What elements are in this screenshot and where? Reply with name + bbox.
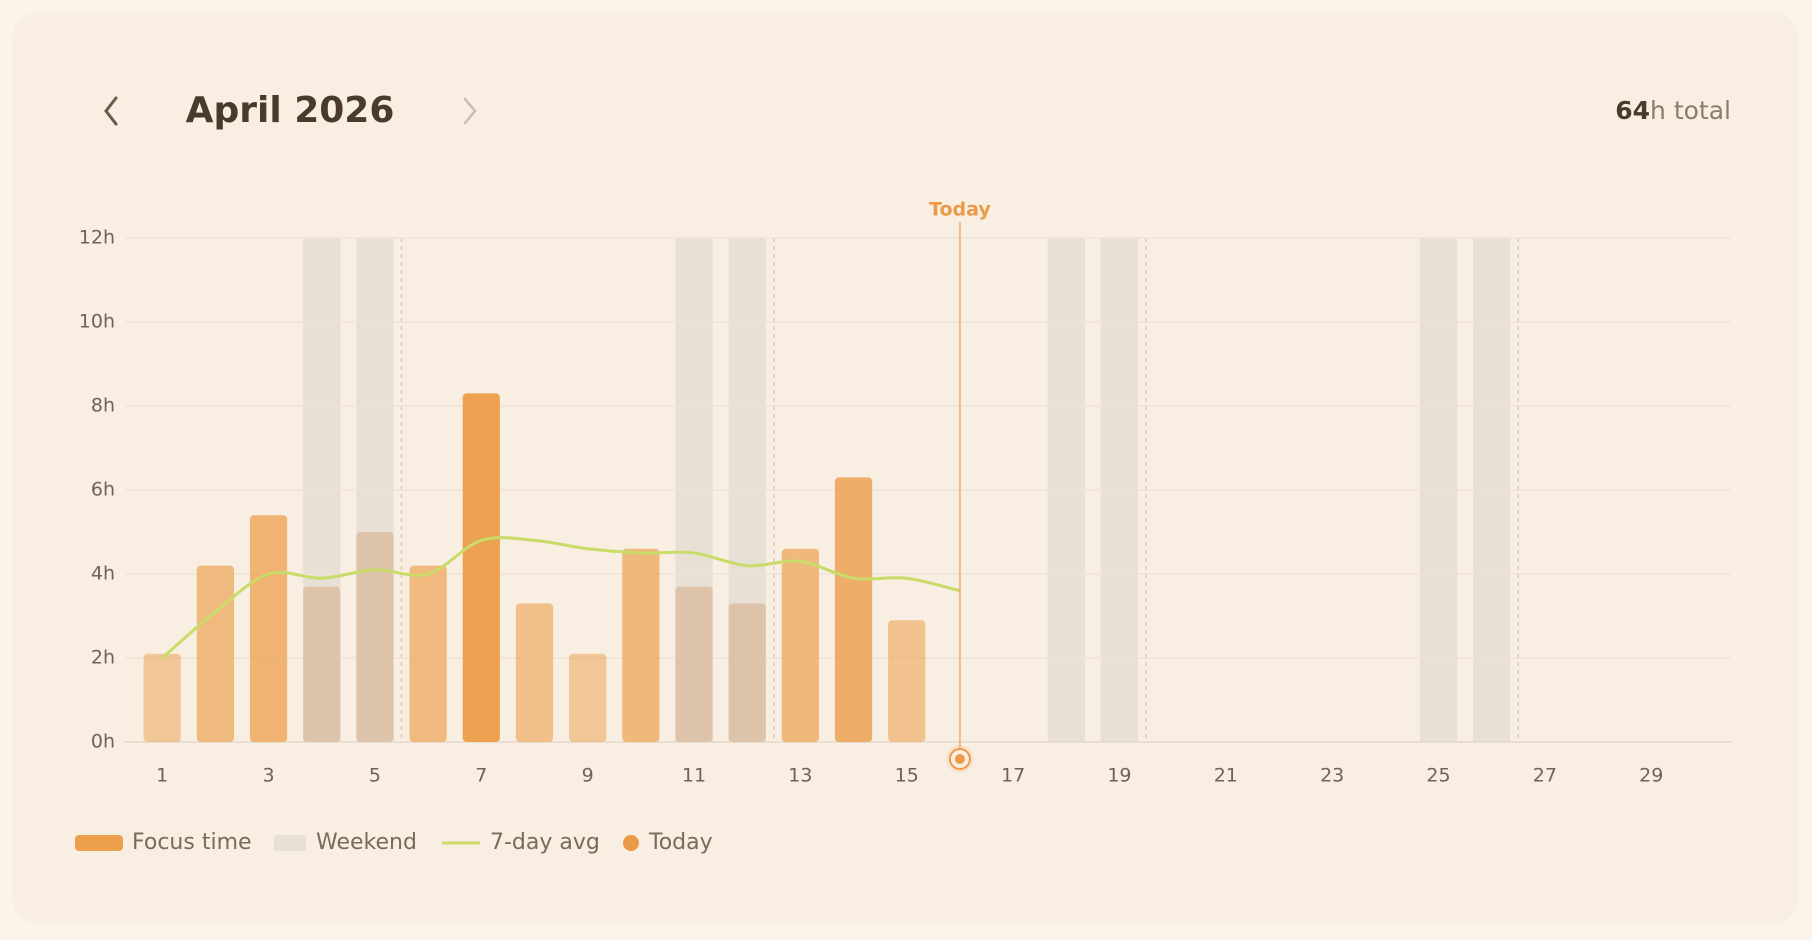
y-tick-label: 2h — [91, 647, 115, 669]
x-tick-label: 21 — [1214, 765, 1238, 787]
legend-swatch — [623, 835, 639, 851]
x-tick-label: 3 — [263, 765, 275, 787]
y-tick-label: 12h — [79, 227, 115, 249]
y-tick-label: 4h — [91, 563, 115, 585]
bar — [356, 532, 394, 742]
x-tick-label: 11 — [682, 765, 706, 787]
bar — [781, 548, 819, 742]
y-tick-label: 8h — [91, 395, 115, 417]
legend-swatch — [75, 835, 123, 851]
y-tick-label: 10h — [79, 311, 115, 333]
y-tick-label: 0h — [91, 731, 115, 753]
prev-month[interactable] — [104, 96, 118, 126]
x-tick-label: 1 — [156, 765, 168, 787]
next-month[interactable] — [463, 97, 477, 125]
total: 64h total — [1615, 96, 1731, 125]
month-title: April 2026 — [186, 90, 395, 131]
total-unit: h total — [1650, 96, 1731, 125]
bar — [303, 586, 341, 742]
legend-label: 7-day avg — [490, 830, 600, 855]
bar — [622, 548, 660, 742]
avg-line — [161, 536, 961, 660]
x-tick-label: 27 — [1533, 765, 1557, 787]
bar — [888, 620, 926, 742]
x-tick-label: 25 — [1426, 765, 1450, 787]
x-tick-label: 29 — [1639, 765, 1663, 787]
bar — [143, 653, 181, 742]
bar — [462, 393, 500, 742]
legend-swatch — [274, 835, 306, 851]
x-tick-label: 9 — [582, 765, 594, 787]
today-label: Today — [929, 199, 991, 221]
x-tick-label: 5 — [369, 765, 381, 787]
x-tick-label: 15 — [895, 765, 919, 787]
x-tick-label: 7 — [475, 765, 487, 787]
bar — [675, 586, 713, 742]
x-tick-label: 19 — [1107, 765, 1131, 787]
x-tick-label: 17 — [1001, 765, 1025, 787]
bar — [728, 603, 766, 742]
bar — [515, 603, 554, 742]
bar — [834, 477, 873, 742]
legend-label: Focus time — [132, 830, 252, 855]
bar — [196, 565, 235, 742]
card — [12, 12, 1798, 924]
bar — [569, 653, 607, 742]
x-tick-label: 13 — [788, 765, 812, 787]
y-tick-label: 6h — [91, 479, 115, 501]
legend-label: Today — [648, 830, 713, 855]
total-value: 64 — [1615, 96, 1650, 125]
today-dot — [954, 754, 965, 764]
x-tick-label: 23 — [1320, 765, 1344, 787]
legend-label: Weekend — [316, 830, 417, 855]
bar — [409, 565, 447, 742]
bar — [249, 515, 288, 742]
